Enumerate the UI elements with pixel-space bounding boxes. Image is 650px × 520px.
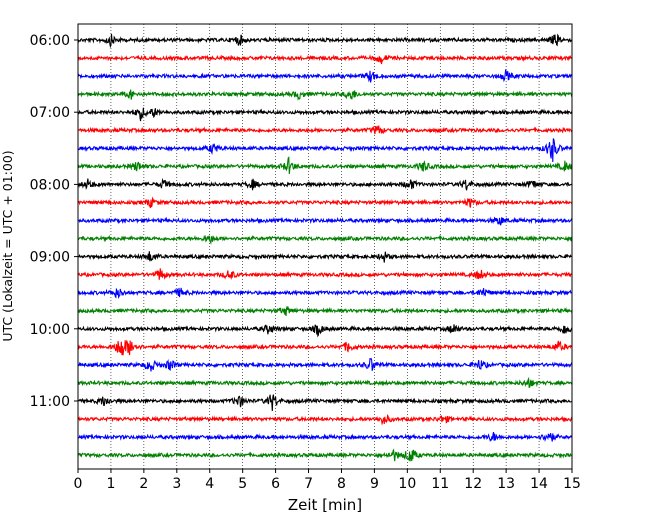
- x-tick-label: 13: [497, 476, 515, 492]
- seismogram-trace: [77, 448, 573, 462]
- x-tick-label: 7: [304, 476, 313, 492]
- seismogram-trace: [77, 287, 573, 300]
- trace-series: [77, 33, 573, 462]
- x-axis-ticks: 0 1 2 3 4 5 6 7 8 9 10 11 12 13 14 15: [74, 469, 581, 492]
- seismogram-trace: [77, 268, 573, 281]
- x-tick-label: 4: [205, 476, 214, 492]
- seismogram-trace: [77, 251, 573, 263]
- x-tick-label: 12: [464, 476, 482, 492]
- seismogram-trace: [77, 54, 573, 65]
- x-tick-label: 14: [530, 476, 548, 492]
- x-tick-label: 2: [139, 476, 148, 492]
- seismogram-trace: [77, 306, 573, 316]
- seismogram-trace: [77, 357, 573, 372]
- seismogram-trace: [77, 234, 573, 245]
- seismogram-trace: [77, 339, 573, 356]
- y-tick-label: 10:00: [30, 322, 70, 338]
- y-tick-label: 08:00: [30, 177, 70, 193]
- y-tick-label: 06:00: [30, 33, 70, 49]
- x-axis-label: Zeit [min]: [288, 496, 362, 514]
- x-tick-label: 11: [431, 476, 449, 492]
- y-axis-ticks: 06:00 07:00 08:00 09:00 10:00 11:00: [30, 33, 78, 410]
- y-tick-label: 07:00: [30, 105, 70, 121]
- x-tick-label: 10: [398, 476, 416, 492]
- plot-border: [77, 23, 573, 470]
- seismogram-trace: [77, 376, 573, 389]
- seismogram-trace: [77, 33, 573, 49]
- seismogram-trace: [77, 68, 573, 83]
- seismogram-trace: [77, 125, 573, 135]
- x-tick-label: 9: [370, 476, 379, 492]
- x-tick-label: 3: [172, 476, 181, 492]
- seismogram-trace: [77, 324, 573, 338]
- seismogram-trace: [77, 138, 573, 162]
- seismogram-trace: [77, 216, 573, 226]
- y-tick-label: 11:00: [30, 394, 70, 410]
- seismogram-trace: [77, 177, 573, 191]
- x-tick-label: 8: [337, 476, 346, 492]
- seismogram-trace: [77, 431, 573, 443]
- seismogram-trace: [77, 156, 573, 175]
- seismogram-trace: [77, 107, 573, 122]
- seismogram-trace: [77, 394, 573, 411]
- y-axis-label: UTC (Lokalzeit = UTC + 01:00): [0, 150, 15, 341]
- plot-area: [78, 24, 572, 469]
- x-tick-label: 5: [238, 476, 247, 492]
- grid-lines: [110, 24, 540, 469]
- x-tick-label: 0: [74, 476, 83, 492]
- x-tick-label: 1: [106, 476, 115, 492]
- seismogram-trace: [77, 413, 573, 426]
- seismogram-trace: [77, 89, 573, 101]
- x-tick-label: 15: [563, 476, 581, 492]
- x-tick-label: 6: [271, 476, 280, 492]
- y-tick-label: 09:00: [30, 250, 70, 266]
- seismogram-trace: [77, 196, 573, 209]
